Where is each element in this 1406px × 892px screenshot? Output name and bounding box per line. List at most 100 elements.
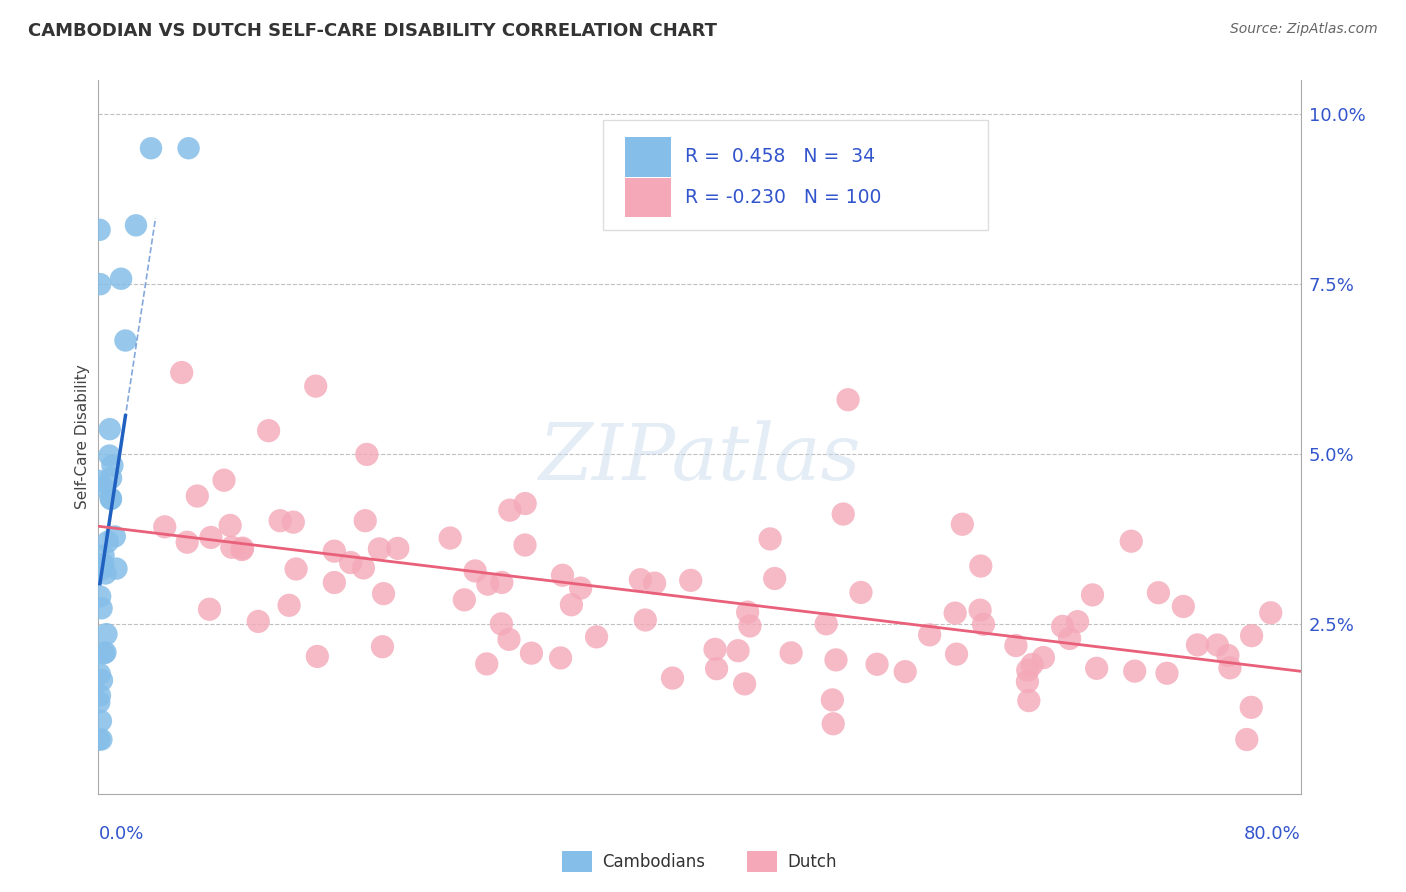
Text: Source: ZipAtlas.com: Source: ZipAtlas.com <box>1230 22 1378 37</box>
Point <box>1052 619 1074 633</box>
Point <box>89 689 111 703</box>
Point <box>98 422 121 436</box>
Point <box>499 503 522 517</box>
Point <box>1066 615 1088 629</box>
Point <box>1081 588 1104 602</box>
Point <box>89 667 111 681</box>
Point <box>93 646 115 660</box>
Point <box>498 632 520 647</box>
Point <box>453 592 475 607</box>
Point <box>100 471 122 485</box>
Point <box>356 447 378 461</box>
Point <box>94 645 117 659</box>
Point <box>661 671 683 685</box>
Point <box>1236 732 1258 747</box>
Point <box>91 480 114 494</box>
Point <box>170 366 193 380</box>
Point <box>110 271 132 285</box>
Point <box>105 561 128 575</box>
Point <box>491 616 513 631</box>
Point <box>737 605 759 619</box>
Point <box>90 732 112 747</box>
Point <box>464 564 486 578</box>
Point <box>1156 666 1178 681</box>
Point <box>323 575 346 590</box>
Point <box>1021 657 1043 672</box>
Point <box>943 606 966 620</box>
Point <box>257 424 280 438</box>
Point <box>759 532 782 546</box>
Point <box>821 693 844 707</box>
Point <box>323 544 346 558</box>
Point <box>1240 700 1263 714</box>
Point <box>97 535 120 549</box>
Y-axis label: Self-Care Disability: Self-Care Disability <box>75 365 90 509</box>
Point <box>1032 650 1054 665</box>
Point <box>972 617 994 632</box>
Point <box>1121 534 1143 549</box>
Point <box>945 647 967 661</box>
Point <box>247 615 270 629</box>
Point <box>515 497 537 511</box>
Point <box>1017 674 1039 689</box>
Point <box>89 277 111 292</box>
Point <box>100 491 122 506</box>
Point <box>849 585 872 599</box>
Point <box>87 732 110 747</box>
Point <box>815 616 838 631</box>
Point <box>94 566 117 581</box>
Point <box>283 515 305 529</box>
Point <box>91 673 114 688</box>
Text: 80.0%: 80.0% <box>1244 825 1301 843</box>
Point <box>90 601 112 615</box>
Point <box>950 517 973 532</box>
Point <box>1206 638 1229 652</box>
Point <box>763 572 786 586</box>
Point <box>305 379 328 393</box>
Point <box>373 587 395 601</box>
Point <box>1018 693 1040 707</box>
Point <box>93 549 115 563</box>
Point <box>475 657 498 671</box>
Point <box>186 489 208 503</box>
Point <box>98 449 121 463</box>
Point <box>101 458 124 473</box>
Text: R =  0.458   N =  34: R = 0.458 N = 34 <box>685 147 875 167</box>
Point <box>439 531 461 545</box>
Point <box>89 590 111 604</box>
Point <box>866 657 889 672</box>
Point <box>139 141 162 155</box>
FancyBboxPatch shape <box>624 137 671 177</box>
Point <box>780 646 803 660</box>
Text: ZIPatlas: ZIPatlas <box>538 420 860 497</box>
Point <box>153 520 176 534</box>
Point <box>644 576 666 591</box>
Point <box>104 529 127 543</box>
Point <box>368 541 391 556</box>
Point <box>491 575 513 590</box>
Point <box>198 602 221 616</box>
Point <box>352 561 374 575</box>
Point <box>1085 661 1108 675</box>
Point <box>513 538 536 552</box>
Point <box>212 473 235 487</box>
Point <box>1173 599 1195 614</box>
Point <box>704 642 727 657</box>
Point <box>93 558 115 572</box>
Point <box>200 530 222 544</box>
Point <box>90 562 112 576</box>
Point <box>1240 629 1263 643</box>
Point <box>1017 663 1039 677</box>
Text: CAMBODIAN VS DUTCH SELF-CARE DISABILITY CORRELATION CHART: CAMBODIAN VS DUTCH SELF-CARE DISABILITY … <box>28 22 717 40</box>
Point <box>970 559 993 574</box>
Point <box>738 619 761 633</box>
Point <box>634 613 657 627</box>
Point <box>89 223 111 237</box>
Point <box>894 665 917 679</box>
Point <box>918 628 941 642</box>
Point <box>550 651 572 665</box>
Point <box>823 716 845 731</box>
Point <box>231 542 253 557</box>
Point <box>832 507 855 521</box>
Point <box>1187 638 1209 652</box>
